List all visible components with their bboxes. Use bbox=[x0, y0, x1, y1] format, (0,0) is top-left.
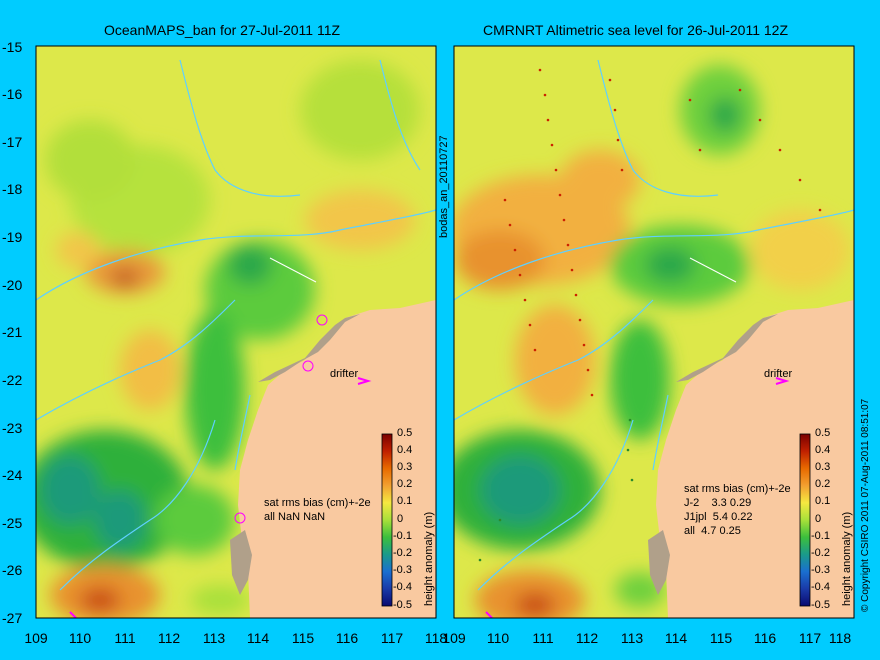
lon-tick-left: 116 bbox=[335, 630, 359, 646]
analysis-id-label: bodas_an_20110727 bbox=[438, 135, 450, 238]
lat-tick: -15 bbox=[2, 39, 23, 55]
colorbar-tick: 0.1 bbox=[397, 495, 413, 507]
lat-tick: -26 bbox=[2, 562, 23, 578]
colorbar-tick: 0.4 bbox=[815, 444, 831, 456]
right-colorbar-label: height anomaly (m) bbox=[841, 511, 853, 606]
lat-tick: -24 bbox=[2, 467, 23, 483]
colorbar-tick: -0.1 bbox=[811, 530, 830, 542]
colorbar-tick: 0.2 bbox=[815, 478, 831, 490]
colorbar-tick: -0.2 bbox=[393, 547, 412, 559]
lon-tick-left: 112 bbox=[157, 630, 181, 646]
drifter-marker-right bbox=[775, 377, 790, 385]
left-drifter-label: drifter bbox=[330, 368, 359, 380]
lon-tick-right: 117 bbox=[798, 630, 822, 646]
right-stats-header: sat rms bias (cm)+-2e bbox=[684, 483, 791, 495]
lon-tick-left: 117 bbox=[380, 630, 404, 646]
copyright-label: © Copyright CSIRO 2011 07-Aug-2011 08:51… bbox=[860, 398, 871, 612]
lat-tick: -23 bbox=[2, 420, 23, 436]
colorbar-right bbox=[799, 433, 811, 607]
colorbar-tick: -0.3 bbox=[811, 564, 830, 576]
lon-tick-left: 113 bbox=[202, 630, 226, 646]
drifter-marker-left bbox=[357, 377, 372, 385]
colorbar-tick: -0.1 bbox=[393, 530, 412, 542]
left-map bbox=[36, 46, 436, 618]
colorbar-tick: 0.5 bbox=[815, 427, 831, 439]
colorbar-tick: 0.3 bbox=[815, 461, 831, 473]
satellite-tracks bbox=[503, 68, 822, 397]
lon-tick-right: 112 bbox=[575, 630, 599, 646]
left-stats-row: all NaN NaN bbox=[264, 511, 326, 523]
lon-tick-right: 118 bbox=[828, 630, 852, 646]
colorbar-tick: 0 bbox=[815, 513, 822, 525]
lat-tick: -16 bbox=[2, 86, 23, 102]
colorbar-tick: 0 bbox=[397, 513, 404, 525]
lon-tick-right: 109 bbox=[442, 630, 466, 646]
lon-tick-right: 110 bbox=[486, 630, 510, 646]
colorbar-tick: -0.3 bbox=[393, 564, 412, 576]
right-stats-row: J-2 3.3 0.29 bbox=[684, 497, 752, 509]
lon-tick-right: 111 bbox=[532, 630, 554, 646]
lat-tick: -17 bbox=[2, 134, 23, 150]
lat-tick: -20 bbox=[2, 277, 23, 293]
lat-tick: -19 bbox=[2, 229, 23, 245]
left-stats-header: sat rms bias (cm)+-2e bbox=[264, 497, 371, 509]
lon-tick-right: 116 bbox=[753, 630, 777, 646]
lat-tick: -18 bbox=[2, 181, 23, 197]
lon-tick-left: 110 bbox=[68, 630, 92, 646]
right-stats-row: all 4.7 0.25 bbox=[684, 525, 741, 537]
right-map bbox=[454, 46, 854, 618]
lat-tick: -22 bbox=[2, 372, 23, 388]
lon-tick-left: 118 bbox=[424, 630, 448, 646]
colorbar-tick: 0.2 bbox=[397, 478, 413, 490]
lon-tick-right: 114 bbox=[664, 630, 688, 646]
colorbar-left bbox=[381, 433, 393, 607]
right-stats-row: J1jpl 5.4 0.22 bbox=[684, 511, 753, 523]
lat-tick: -21 bbox=[2, 324, 23, 340]
lon-tick-left: 111 bbox=[114, 630, 136, 646]
lon-tick-left: 109 bbox=[24, 630, 48, 646]
lon-tick-right: 113 bbox=[620, 630, 644, 646]
colorbar-tick: -0.2 bbox=[811, 547, 830, 559]
right-map-title: CMRNRT Altimetric sea level for 26-Jul-2… bbox=[483, 22, 788, 38]
colorbar-tick: -0.4 bbox=[393, 581, 412, 593]
lat-tick: -27 bbox=[2, 610, 23, 626]
left-map-title: OceanMAPS_ban for 27-Jul-2011 11Z bbox=[104, 22, 341, 38]
left-colorbar-label: height anomaly (m) bbox=[423, 511, 435, 606]
colorbar-tick: 0.1 bbox=[815, 495, 831, 507]
colorbar-tick: 0.3 bbox=[397, 461, 413, 473]
colorbar-tick: -0.4 bbox=[811, 581, 830, 593]
colorbar-tick: 0.5 bbox=[397, 427, 413, 439]
colorbar-tick: 0.4 bbox=[397, 444, 413, 456]
right-drifter-label: drifter bbox=[764, 368, 793, 380]
lon-tick-left: 114 bbox=[246, 630, 270, 646]
lon-tick-right: 115 bbox=[709, 630, 733, 646]
colorbar-tick: -0.5 bbox=[393, 599, 412, 611]
colorbar-tick: -0.5 bbox=[811, 599, 830, 611]
lat-tick: -25 bbox=[2, 515, 23, 531]
lon-tick-left: 115 bbox=[291, 630, 315, 646]
